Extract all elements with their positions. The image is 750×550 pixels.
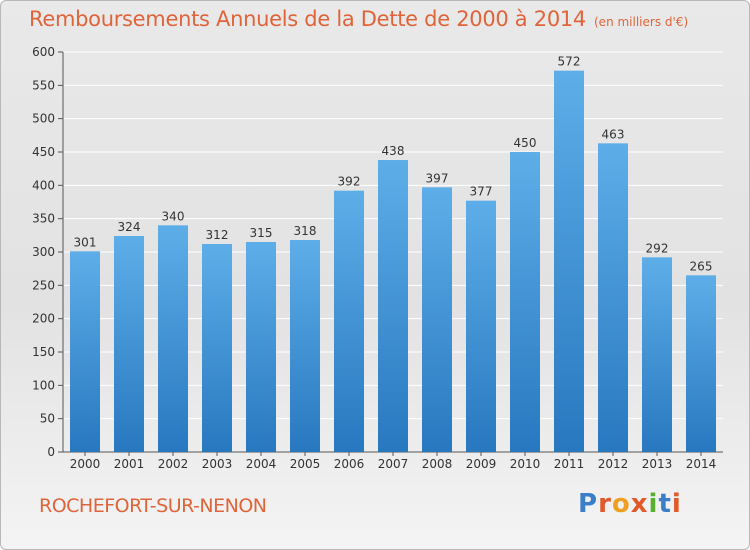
y-tick-label: 500 [32, 112, 55, 126]
data-label-2009: 377 [470, 185, 493, 199]
data-label-2005: 318 [294, 224, 317, 238]
data-label-2010: 450 [514, 136, 537, 150]
x-tick-label: 2000 [70, 457, 101, 471]
y-tick-label: 550 [32, 78, 55, 92]
x-tick-label: 2004 [246, 457, 277, 471]
y-tick-label: 50 [40, 412, 55, 426]
y-tick-label: 600 [32, 45, 55, 59]
place-name: ROCHEFORT-SUR-NENON [39, 495, 267, 517]
data-label-2008: 397 [426, 171, 449, 185]
x-tick-label: 2007 [378, 457, 409, 471]
bar-2001 [114, 236, 144, 452]
y-tick-label: 150 [32, 345, 55, 359]
y-tick-label: 400 [32, 178, 55, 192]
y-tick-labels: 0 50 100 150 200 250 300 350 400 450 500 550 600 [32, 45, 55, 459]
data-labels: 301 324 340 312 315 318 392 438 397 377 450 572 463 2… [74, 55, 713, 274]
data-label-2012: 463 [602, 127, 625, 141]
bar-2003 [202, 244, 232, 452]
bar-2007 [378, 160, 408, 452]
x-tick-label: 2009 [466, 457, 497, 471]
data-label-2003: 312 [206, 228, 229, 242]
data-label-2011: 572 [558, 55, 581, 69]
x-tick-label: 2001 [114, 457, 145, 471]
y-tick-label: 250 [32, 278, 55, 292]
bar-2006 [334, 190, 364, 452]
x-tick-label: 2013 [642, 457, 673, 471]
x-tick-label: 2012 [598, 457, 629, 471]
bar-2011 [554, 70, 584, 453]
y-tick-label: 200 [32, 312, 55, 326]
data-label-2000: 301 [74, 235, 97, 249]
x-tick-label: 2010 [510, 457, 541, 471]
data-label-2001: 324 [118, 220, 141, 234]
bar-2008 [422, 187, 452, 453]
data-label-2014: 265 [690, 259, 713, 273]
y-tick-label: 450 [32, 145, 55, 159]
data-label-2004: 315 [250, 226, 273, 240]
chart-unit: (en milliers d'€) [594, 15, 689, 29]
x-tick-label: 2008 [422, 457, 453, 471]
y-tick-label: 350 [32, 212, 55, 226]
bar-2004 [246, 242, 276, 452]
x-tick-label: 2006 [334, 457, 365, 471]
data-label-2002: 340 [162, 209, 185, 223]
data-label-2007: 438 [382, 144, 405, 158]
x-tick-label: 2014 [686, 457, 717, 471]
bar-2002 [158, 225, 188, 452]
bar-2005 [290, 240, 320, 452]
bars [70, 70, 716, 453]
x-tick-labels: 2000 2001 2002 2003 2004 2005 2006 2007 2008 2009… [70, 457, 717, 471]
bar-2014 [686, 275, 716, 452]
x-tick-label: 2011 [554, 457, 585, 471]
chart-title-text: Remboursements Annuels de la Dette de 20… [29, 7, 586, 31]
bar-2010 [510, 152, 540, 452]
x-tick-label: 2003 [202, 457, 233, 471]
data-label-2006: 392 [338, 175, 361, 189]
bar-2012 [598, 143, 628, 453]
bar-2013 [642, 257, 672, 452]
x-tick-label: 2005 [290, 457, 321, 471]
bar-2000 [70, 251, 100, 452]
x-tick-label: 2002 [158, 457, 189, 471]
chart-title: Remboursements Annuels de la Dette de 20… [29, 7, 688, 31]
proxiti-logo: Proxiti [578, 489, 682, 519]
bar-2009 [466, 200, 496, 452]
data-label-2013: 292 [646, 241, 669, 255]
y-tick-label: 100 [32, 378, 55, 392]
y-tick-label: 0 [47, 445, 55, 459]
y-tick-label: 300 [32, 245, 55, 259]
